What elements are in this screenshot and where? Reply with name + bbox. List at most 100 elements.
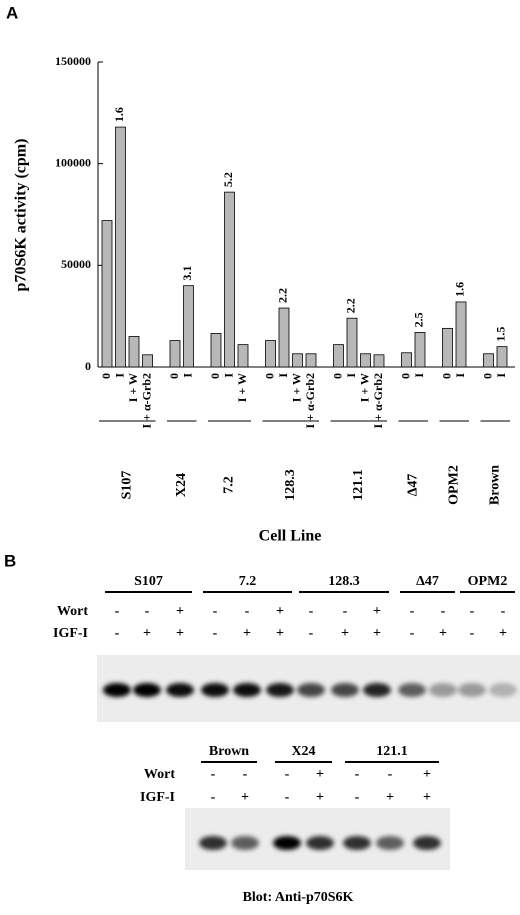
- bar: [373, 354, 385, 368]
- sign: +: [423, 790, 431, 805]
- bar: [237, 344, 249, 368]
- sign: -: [309, 626, 314, 641]
- x-tick-label: I: [453, 373, 467, 378]
- sign: -: [470, 604, 475, 619]
- bar: [142, 354, 153, 368]
- sign: +: [176, 626, 184, 641]
- band: [489, 683, 517, 697]
- x-tick-label: I + W: [357, 373, 371, 402]
- sign: +: [241, 790, 249, 805]
- bar: [115, 126, 126, 368]
- band: [199, 836, 227, 850]
- bar-annotation: 3.1: [180, 266, 194, 281]
- sign: -: [410, 626, 415, 641]
- x-tick-label: I: [112, 373, 126, 378]
- sign: -: [343, 604, 348, 619]
- sign: -: [388, 767, 393, 782]
- group-label: 7.2: [239, 574, 257, 589]
- blot-caption: Blot: Anti-p70S6K: [243, 890, 354, 905]
- x-tick-label: 0: [398, 373, 412, 379]
- sign: -: [285, 767, 290, 782]
- row-label: Wort: [144, 767, 175, 782]
- sign: -: [213, 626, 218, 641]
- y-tick-label: 50000: [61, 257, 91, 271]
- group-label: 128.3: [283, 469, 298, 501]
- bar: [224, 191, 235, 368]
- x-tick-label: I: [344, 373, 358, 378]
- group-label: X24: [174, 473, 189, 497]
- group-label: Brown: [487, 465, 502, 505]
- x-tick-label: I: [412, 373, 426, 378]
- sign: -: [309, 604, 314, 619]
- band: [273, 836, 301, 850]
- bar: [265, 340, 276, 368]
- row-label: Wort: [57, 604, 88, 619]
- sign: +: [373, 626, 381, 641]
- bar: [169, 340, 181, 368]
- group-label: 121.1: [376, 744, 408, 759]
- sign: +: [373, 604, 381, 619]
- x-tick-label: I: [180, 373, 194, 378]
- sign: +: [316, 767, 324, 782]
- x-tick-label: I + α-Grb2: [371, 373, 385, 429]
- y-tick-label: 0: [85, 359, 91, 373]
- bar: [414, 332, 426, 368]
- sign: -: [245, 604, 250, 619]
- sign: -: [145, 604, 150, 619]
- group-label: Brown: [209, 744, 249, 759]
- group-label: 121.1: [351, 469, 366, 501]
- group-label: Δ47: [405, 474, 420, 497]
- x-tick-label: I: [494, 373, 508, 378]
- x-tick-label: I + α-Grb2: [139, 373, 153, 429]
- bar: [442, 327, 453, 368]
- y-axis-label: p70S6K activity (cpm): [13, 139, 30, 292]
- bar: [101, 220, 113, 368]
- sign: +: [386, 790, 394, 805]
- panel-label: B: [4, 551, 16, 570]
- bar: [360, 353, 371, 368]
- sign: -: [355, 790, 360, 805]
- sign: -: [410, 604, 415, 619]
- band: [343, 836, 371, 850]
- band: [413, 836, 441, 850]
- bar-annotation: 2.5: [412, 312, 426, 327]
- bar: [333, 344, 344, 368]
- sign: -: [243, 767, 248, 782]
- band: [398, 683, 426, 697]
- row-label: IGF-I: [140, 790, 175, 805]
- band: [429, 683, 457, 697]
- band: [266, 683, 294, 697]
- band: [376, 836, 404, 850]
- sign: +: [423, 767, 431, 782]
- bar: [401, 352, 412, 368]
- x-tick-label: I + W: [126, 373, 140, 402]
- bar: [305, 353, 317, 368]
- band: [231, 836, 259, 850]
- sign: +: [276, 626, 284, 641]
- y-tick-label: 100000: [55, 155, 91, 169]
- x-tick-label: I + α-Grb2: [303, 373, 317, 429]
- bar: [292, 353, 303, 368]
- bar: [278, 307, 290, 368]
- group-label: S107: [134, 574, 163, 589]
- group-label: 7.2: [222, 476, 237, 494]
- bar: [183, 285, 194, 368]
- band: [331, 683, 359, 697]
- sign: -: [501, 604, 506, 619]
- sign: +: [499, 626, 507, 641]
- bar-annotation: 1.6: [453, 282, 467, 297]
- group-label: OPM2: [468, 574, 508, 589]
- sign: -: [115, 604, 120, 619]
- band: [133, 683, 161, 697]
- bar-annotation: 1.6: [112, 107, 126, 122]
- y-tick-label: 150000: [55, 54, 91, 68]
- band: [166, 683, 194, 697]
- sign: -: [211, 767, 216, 782]
- bar-annotation: 2.2: [276, 288, 290, 303]
- group-label: S107: [119, 471, 134, 500]
- x-tick-label: I: [276, 373, 290, 378]
- bar: [455, 301, 467, 368]
- band: [233, 683, 261, 697]
- sign: +: [439, 626, 447, 641]
